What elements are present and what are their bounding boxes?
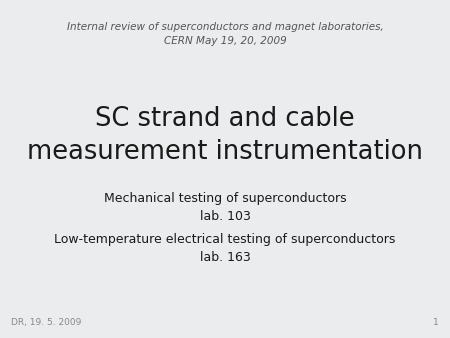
- Text: Mechanical testing of superconductors
lab. 103: Mechanical testing of superconductors la…: [104, 192, 346, 223]
- Text: Internal review of superconductors and magnet laboratories,
CERN May 19, 20, 200: Internal review of superconductors and m…: [67, 22, 383, 46]
- Text: 1: 1: [433, 318, 439, 327]
- Text: Low-temperature electrical testing of superconductors
lab. 163: Low-temperature electrical testing of su…: [54, 233, 396, 264]
- Text: DR, 19. 5. 2009: DR, 19. 5. 2009: [11, 318, 81, 327]
- Text: SC strand and cable
measurement instrumentation: SC strand and cable measurement instrume…: [27, 106, 423, 165]
